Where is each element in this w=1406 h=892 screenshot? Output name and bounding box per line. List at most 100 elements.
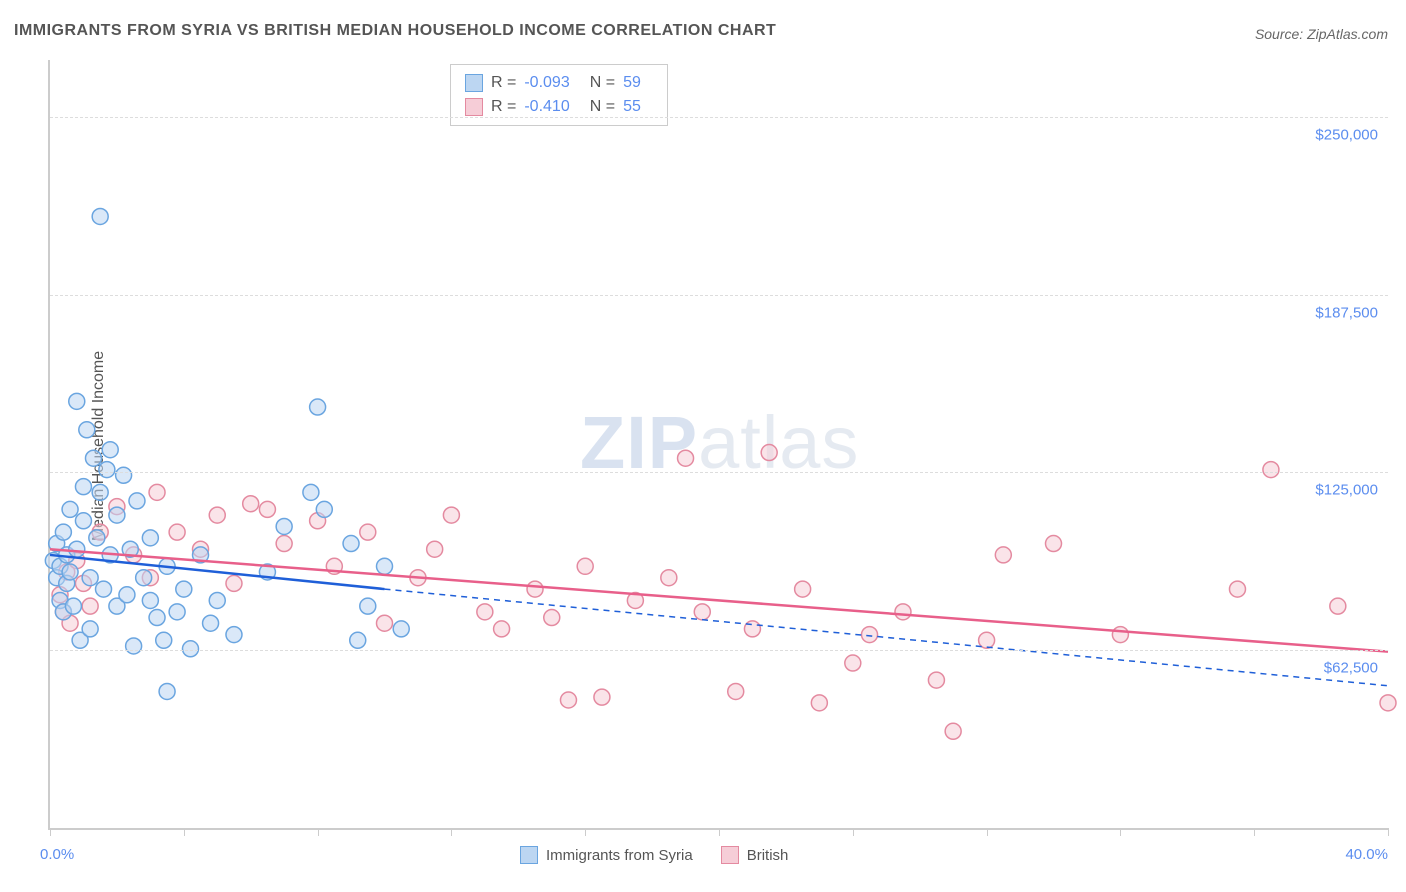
data-point [544, 610, 560, 626]
source-label: Source: ZipAtlas.com [1255, 26, 1388, 42]
legend-item-syria: Immigrants from Syria [520, 846, 693, 864]
data-point [142, 530, 158, 546]
legend-stats-row-syria: R = -0.093 N = 59 [465, 71, 653, 95]
data-point [75, 479, 91, 495]
data-point [176, 581, 192, 597]
data-point [560, 692, 576, 708]
gridline [50, 295, 1388, 296]
data-point [159, 683, 175, 699]
x-tick [853, 828, 854, 836]
data-point [126, 638, 142, 654]
data-point [276, 536, 292, 552]
data-point [62, 564, 78, 580]
trend-line [50, 549, 1388, 651]
n-label: N = [590, 71, 615, 95]
data-point [350, 632, 366, 648]
data-point [661, 570, 677, 586]
data-point [79, 422, 95, 438]
data-point [89, 530, 105, 546]
swatch-syria-icon [520, 846, 538, 864]
data-point [694, 604, 710, 620]
y-tick-label: $62,500 [1324, 660, 1378, 677]
x-tick [1254, 828, 1255, 836]
data-point [811, 695, 827, 711]
data-point [96, 581, 112, 597]
data-point [99, 462, 115, 478]
data-point [494, 621, 510, 637]
data-point [82, 598, 98, 614]
data-point [226, 627, 242, 643]
data-point [209, 592, 225, 608]
data-point [945, 723, 961, 739]
swatch-british-icon [721, 846, 739, 864]
n-value-syria: 59 [623, 71, 641, 95]
r-value-syria: -0.093 [524, 71, 569, 95]
x-tick [987, 828, 988, 836]
data-point [109, 507, 125, 523]
data-point [119, 587, 135, 603]
data-point [149, 610, 165, 626]
x-tick [184, 828, 185, 836]
gridline [50, 650, 1388, 651]
data-point [69, 393, 85, 409]
swatch-british-icon [465, 98, 483, 116]
data-point [928, 672, 944, 688]
chart-svg [50, 60, 1388, 828]
swatch-syria-icon [465, 74, 483, 92]
data-point [82, 570, 98, 586]
data-point [156, 632, 172, 648]
legend-series: Immigrants from Syria British [520, 846, 788, 864]
x-tick [585, 828, 586, 836]
data-point [995, 547, 1011, 563]
data-point [182, 641, 198, 657]
data-point [149, 484, 165, 500]
y-tick-label: $125,000 [1315, 482, 1378, 499]
data-point [1046, 536, 1062, 552]
x-tick [318, 828, 319, 836]
data-point [427, 541, 443, 557]
x-tick [719, 828, 720, 836]
data-point [243, 496, 259, 512]
data-point [129, 493, 145, 509]
data-point [82, 621, 98, 637]
data-point [169, 524, 185, 540]
trend-line [385, 589, 1389, 686]
y-tick-label: $187,500 [1315, 304, 1378, 321]
legend-label-syria: Immigrants from Syria [546, 847, 693, 864]
data-point [276, 518, 292, 534]
data-point [1263, 462, 1279, 478]
data-point [728, 683, 744, 699]
gridline [50, 472, 1388, 473]
n-value-british: 55 [623, 95, 641, 119]
x-tick [50, 828, 51, 836]
data-point [92, 208, 108, 224]
data-point [85, 450, 101, 466]
n-label: N = [590, 95, 615, 119]
data-point [259, 501, 275, 517]
chart-title: IMMIGRANTS FROM SYRIA VS BRITISH MEDIAN … [14, 22, 776, 40]
data-point [845, 655, 861, 671]
data-point [393, 621, 409, 637]
data-point [443, 507, 459, 523]
r-label: R = [491, 95, 516, 119]
data-point [377, 615, 393, 631]
chart-container: IMMIGRANTS FROM SYRIA VS BRITISH MEDIAN … [0, 0, 1406, 892]
plot-area: ZIPatlas R = -0.093 N = 59 R = -0.410 N … [48, 60, 1388, 830]
data-point [761, 445, 777, 461]
data-point [92, 484, 108, 500]
data-point [316, 501, 332, 517]
data-point [75, 513, 91, 529]
legend-label-british: British [747, 847, 789, 864]
data-point [795, 581, 811, 597]
data-point [310, 399, 326, 415]
data-point [477, 604, 493, 620]
data-point [577, 558, 593, 574]
x-tick [1388, 828, 1389, 836]
data-point [1330, 598, 1346, 614]
data-point [1112, 627, 1128, 643]
data-point [895, 604, 911, 620]
data-point [69, 541, 85, 557]
data-point [62, 501, 78, 517]
data-point [55, 524, 71, 540]
r-value-british: -0.410 [524, 95, 569, 119]
